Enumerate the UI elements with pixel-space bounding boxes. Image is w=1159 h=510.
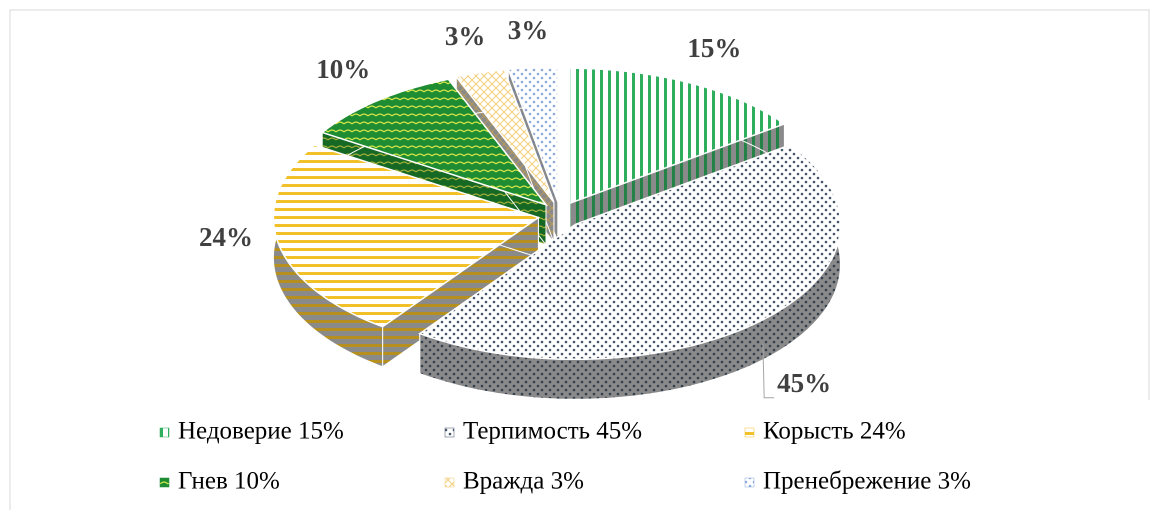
legend-marker bbox=[744, 477, 755, 488]
slice bbox=[418, 144, 842, 361]
slice bbox=[272, 144, 541, 328]
leader-line bbox=[762, 343, 775, 399]
legend-label: Корысть 24% bbox=[763, 418, 906, 445]
data-label: 3% bbox=[508, 15, 549, 45]
legend-label: Гнев 10% bbox=[178, 468, 280, 495]
legend-marker bbox=[159, 427, 170, 438]
legend-label: Терпимость 45% bbox=[463, 418, 642, 445]
data-label: 3% bbox=[445, 21, 486, 51]
slice bbox=[455, 68, 555, 203]
legend-marker bbox=[444, 477, 455, 488]
legend-label: Недоверие 15% bbox=[178, 418, 344, 445]
data-label: 24% bbox=[199, 222, 253, 252]
chart-border bbox=[9, 9, 1150, 510]
legend-label: Вражда 3% bbox=[463, 468, 584, 495]
legend-marker bbox=[159, 477, 170, 488]
data-label: 10% bbox=[316, 54, 370, 84]
data-label: 45% bbox=[777, 368, 831, 398]
slice bbox=[507, 66, 559, 203]
legend-label: Пренебрежение 3% bbox=[763, 468, 971, 495]
slice bbox=[320, 78, 549, 207]
legend-marker bbox=[744, 427, 755, 438]
data-label: 15% bbox=[687, 33, 741, 63]
slice bbox=[569, 67, 787, 205]
legend-marker bbox=[444, 427, 455, 438]
